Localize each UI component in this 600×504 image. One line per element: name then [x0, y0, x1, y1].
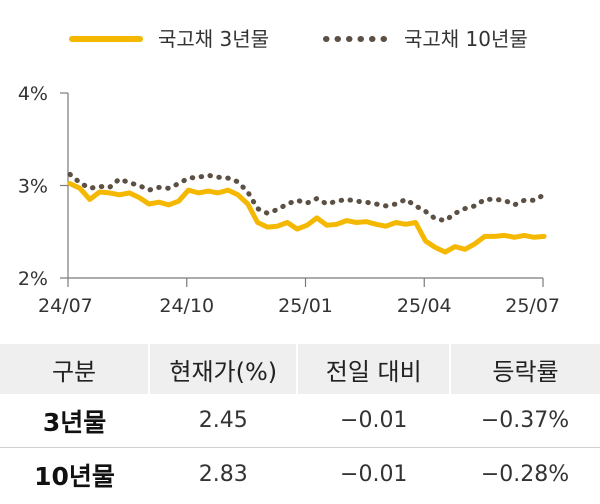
- rate-value: −0.37%: [480, 408, 570, 433]
- row-label: 3년물: [42, 407, 107, 437]
- yield-table: 구분 현재가(%) 전일 대비 등락률 3년물 2.45 −0.01 −0.37…: [0, 344, 600, 501]
- header-change: 전일 대비: [297, 344, 452, 394]
- series-layer: [67, 171, 547, 255]
- y-tick-label: 4%: [18, 83, 48, 105]
- change-value: −0.01: [297, 447, 451, 501]
- header-rate: 등락률: [450, 344, 600, 394]
- y-tick-label: 2%: [18, 268, 48, 290]
- series-line-10y: [67, 171, 547, 224]
- legend-label-10y: 국고채 10년물: [404, 27, 528, 51]
- yield-chart: 국고채 3년물 국고채 10년물 2%3%4% 24/07 24/10 25/01 2…: [18, 27, 560, 317]
- header-category: 구분: [0, 344, 151, 394]
- table-row: 3년물 2.45 −0.01 −0.37%: [0, 394, 600, 448]
- x-tick-label: 25/04: [397, 295, 452, 317]
- x-tick-label: 25/01: [278, 295, 333, 317]
- current-value: 2.83: [149, 447, 298, 501]
- series-line-3y: [67, 181, 547, 255]
- y-ticks: 2% 3% 4%: [18, 83, 68, 290]
- table-header-row: 구분 현재가(%) 전일 대비 등락률: [0, 344, 600, 394]
- legend: 국고채 3년물 국고채 10년물: [69, 27, 528, 51]
- table-row: 10년물 2.83 −0.01 −0.28%: [0, 447, 600, 501]
- legend-label-3y: 국고채 3년물: [158, 27, 269, 51]
- header-current: 현재가(%): [149, 344, 299, 394]
- x-tick-label: 24/10: [159, 295, 214, 317]
- x-tick-label: 24/07: [38, 295, 93, 317]
- y-tick-label: 3%: [18, 176, 48, 198]
- rate-value: −0.28%: [450, 447, 600, 501]
- current-value: 2.45: [198, 408, 248, 433]
- change-value: −0.01: [340, 408, 408, 433]
- row-label: 10년물: [0, 447, 150, 501]
- x-ticks: 24/07 24/10 25/01 25/04 25/07: [38, 278, 560, 317]
- x-tick-label: 25/07: [505, 295, 560, 317]
